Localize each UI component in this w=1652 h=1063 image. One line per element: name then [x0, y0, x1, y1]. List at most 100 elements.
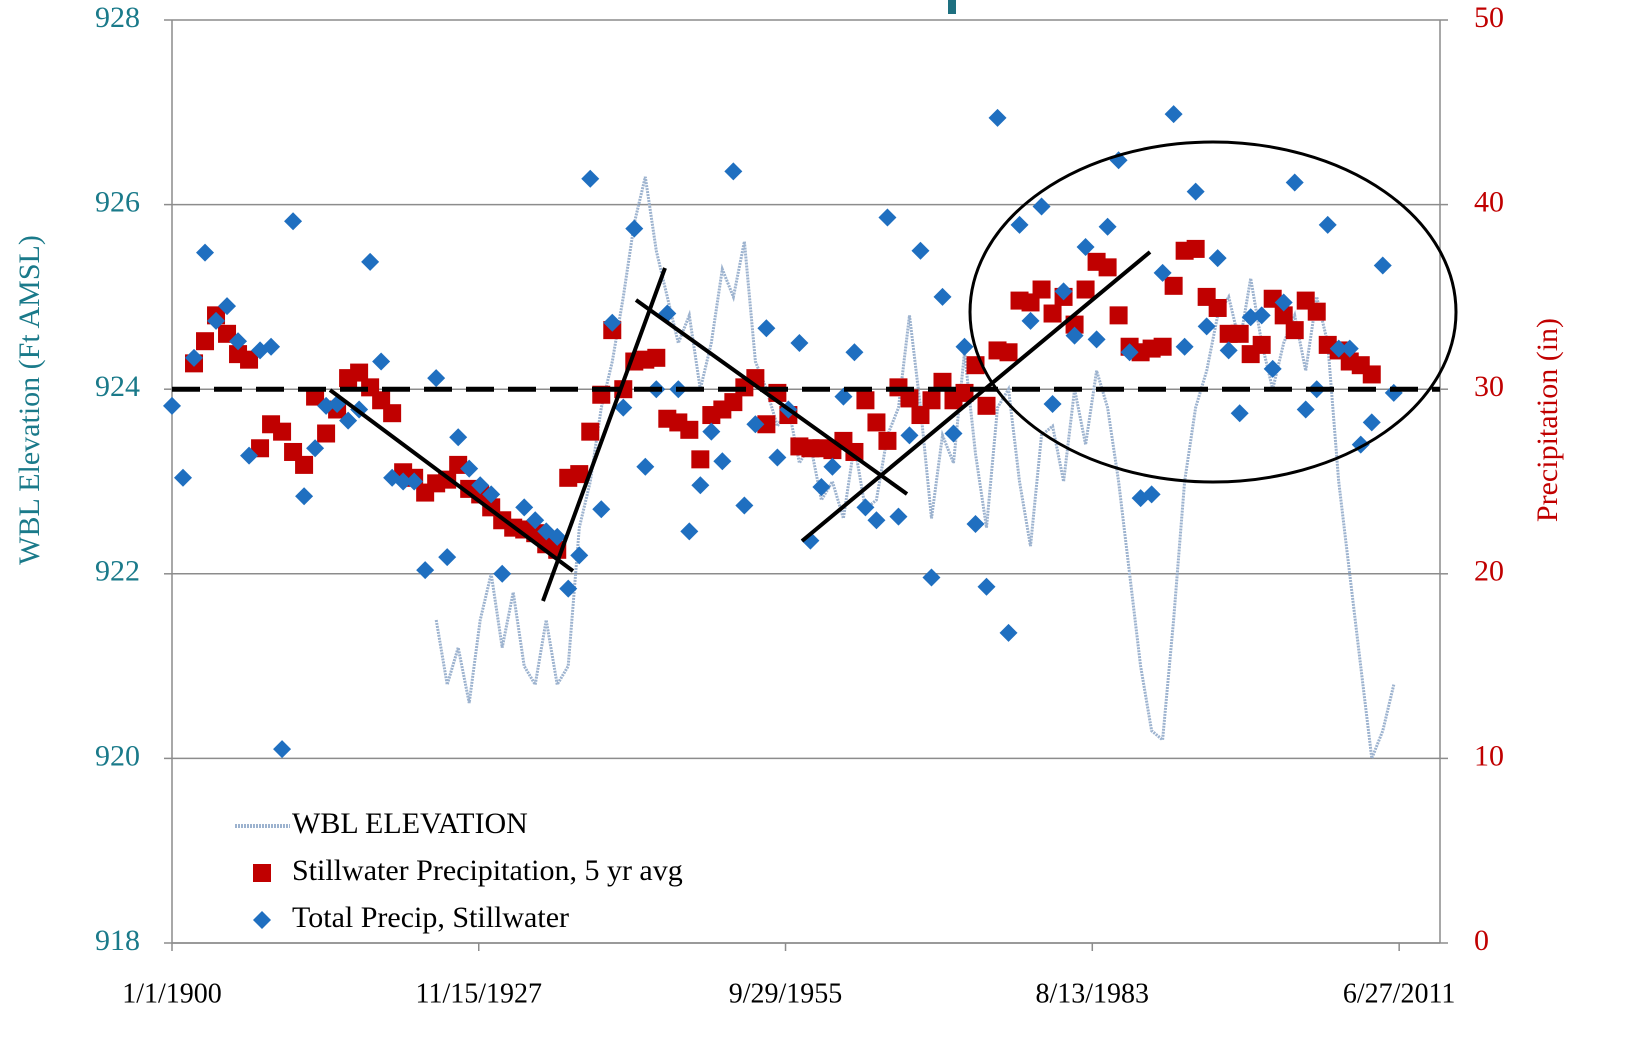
- trend-line: [541, 267, 667, 602]
- diamond-marker: [1285, 173, 1304, 192]
- square-marker: [1362, 365, 1381, 384]
- trend-line: [800, 250, 1152, 543]
- diamond-marker: [1054, 282, 1073, 301]
- diamond-marker: [1098, 217, 1117, 236]
- square-marker: [1164, 276, 1183, 295]
- square-marker: [1307, 302, 1326, 321]
- diamond-marker: [526, 511, 545, 530]
- square-marker: [581, 422, 600, 441]
- diamond-marker: [955, 337, 974, 356]
- diamond-marker: [680, 522, 699, 541]
- diamond-marker: [1208, 249, 1227, 268]
- diamond-marker: [416, 561, 435, 580]
- y-tick-label: 918: [95, 924, 140, 957]
- diamond-marker: [449, 428, 468, 447]
- diamond-marker: [790, 334, 809, 353]
- diamond-marker: [812, 478, 831, 497]
- x-tick-label: 1/1/1900: [122, 978, 222, 1009]
- diamond-marker: [988, 108, 1007, 127]
- square-marker: [1274, 306, 1293, 325]
- diamond-marker: [284, 212, 303, 231]
- diamond-marker: [691, 476, 710, 495]
- title-fragment: [948, 0, 956, 14]
- square-marker: [306, 387, 325, 406]
- square-marker: [933, 372, 952, 391]
- diamond-marker: [1010, 215, 1029, 234]
- y-tick-label: 922: [95, 555, 140, 588]
- y-axis-title: WBL Elevation (Ft AMSL): [13, 235, 46, 565]
- diamond-marker: [1329, 339, 1348, 358]
- x-tick-label: 9/29/1955: [729, 978, 843, 1009]
- square-marker: [1252, 335, 1271, 354]
- square-marker: [317, 424, 336, 443]
- x-tick-label: 8/13/1983: [1036, 978, 1150, 1009]
- annotations: [328, 140, 1458, 602]
- square-marker: [383, 404, 402, 423]
- diamond-marker: [1263, 359, 1282, 378]
- square-marker: [680, 420, 699, 439]
- diamond-marker: [636, 457, 655, 476]
- diamond-marker: [295, 487, 314, 506]
- square-marker: [295, 455, 314, 474]
- diamond-marker: [933, 287, 952, 306]
- y2-tick-label: 50: [1474, 1, 1504, 34]
- diamond-marker: [944, 424, 963, 443]
- square-marker: [724, 393, 743, 412]
- diamond-marker: [548, 527, 567, 546]
- diamond-marker: [1296, 400, 1315, 419]
- diamond-marker: [845, 343, 864, 362]
- diamond-marker: [625, 219, 644, 238]
- diamond-marker: [394, 472, 413, 491]
- legend-label: WBL ELEVATION: [292, 807, 528, 840]
- square-marker: [999, 343, 1018, 362]
- y2-tick-label: 30: [1474, 370, 1504, 403]
- diamond-marker: [493, 564, 512, 583]
- diamond-marker: [1032, 197, 1051, 216]
- legend-label: Stillwater Precipitation, 5 yr avg: [292, 854, 683, 887]
- diamond-marker: [1274, 293, 1293, 312]
- diamond-marker: [482, 485, 501, 504]
- diamond-marker: [911, 241, 930, 260]
- diamond-marker: [317, 396, 336, 415]
- diamond-marker: [1373, 256, 1392, 275]
- diamond-marker: [262, 337, 281, 356]
- diamond-marker: [856, 498, 875, 517]
- square-marker: [911, 406, 930, 425]
- diamond-marker: [614, 398, 633, 417]
- diamond-marker: [339, 411, 358, 430]
- y2-tick-label: 20: [1474, 555, 1504, 588]
- diamond-marker: [834, 387, 853, 406]
- diamond-marker: [746, 415, 765, 434]
- diamond-marker: [702, 422, 721, 441]
- diamond-marker: [900, 426, 919, 445]
- diamond-marker: [1153, 263, 1172, 282]
- diamond-marker: [713, 452, 732, 471]
- y2-tick-label: 40: [1474, 185, 1504, 218]
- diamond-marker: [1318, 215, 1337, 234]
- diamond-marker: [768, 448, 787, 467]
- diamond-marker: [966, 514, 985, 533]
- y2-axis-title: Precipitation (in): [1531, 318, 1564, 522]
- square-marker: [647, 348, 666, 367]
- square-marker: [955, 383, 974, 402]
- diamond-marker: [757, 319, 776, 338]
- diamond-marker: [471, 476, 490, 495]
- diamond-marker: [1362, 413, 1381, 432]
- diamond-marker: [1241, 308, 1260, 327]
- diamond-marker: [515, 498, 534, 517]
- diamond-marker: [1043, 394, 1062, 413]
- square-marker: [878, 431, 897, 450]
- square-marker: [350, 363, 369, 382]
- diamond-marker: [889, 507, 908, 526]
- diamond-marker: [999, 623, 1018, 642]
- diamond-marker: [218, 297, 237, 316]
- y2-tick-label: 10: [1474, 739, 1504, 772]
- trend-line: [328, 388, 575, 573]
- diamond-marker: [273, 740, 292, 759]
- square-marker: [1186, 239, 1205, 258]
- diamond-marker: [1197, 317, 1216, 336]
- square-marker: [1208, 298, 1227, 317]
- diamond-marker: [977, 577, 996, 596]
- square-marker: [1230, 324, 1249, 343]
- diamond-marker: [867, 511, 886, 530]
